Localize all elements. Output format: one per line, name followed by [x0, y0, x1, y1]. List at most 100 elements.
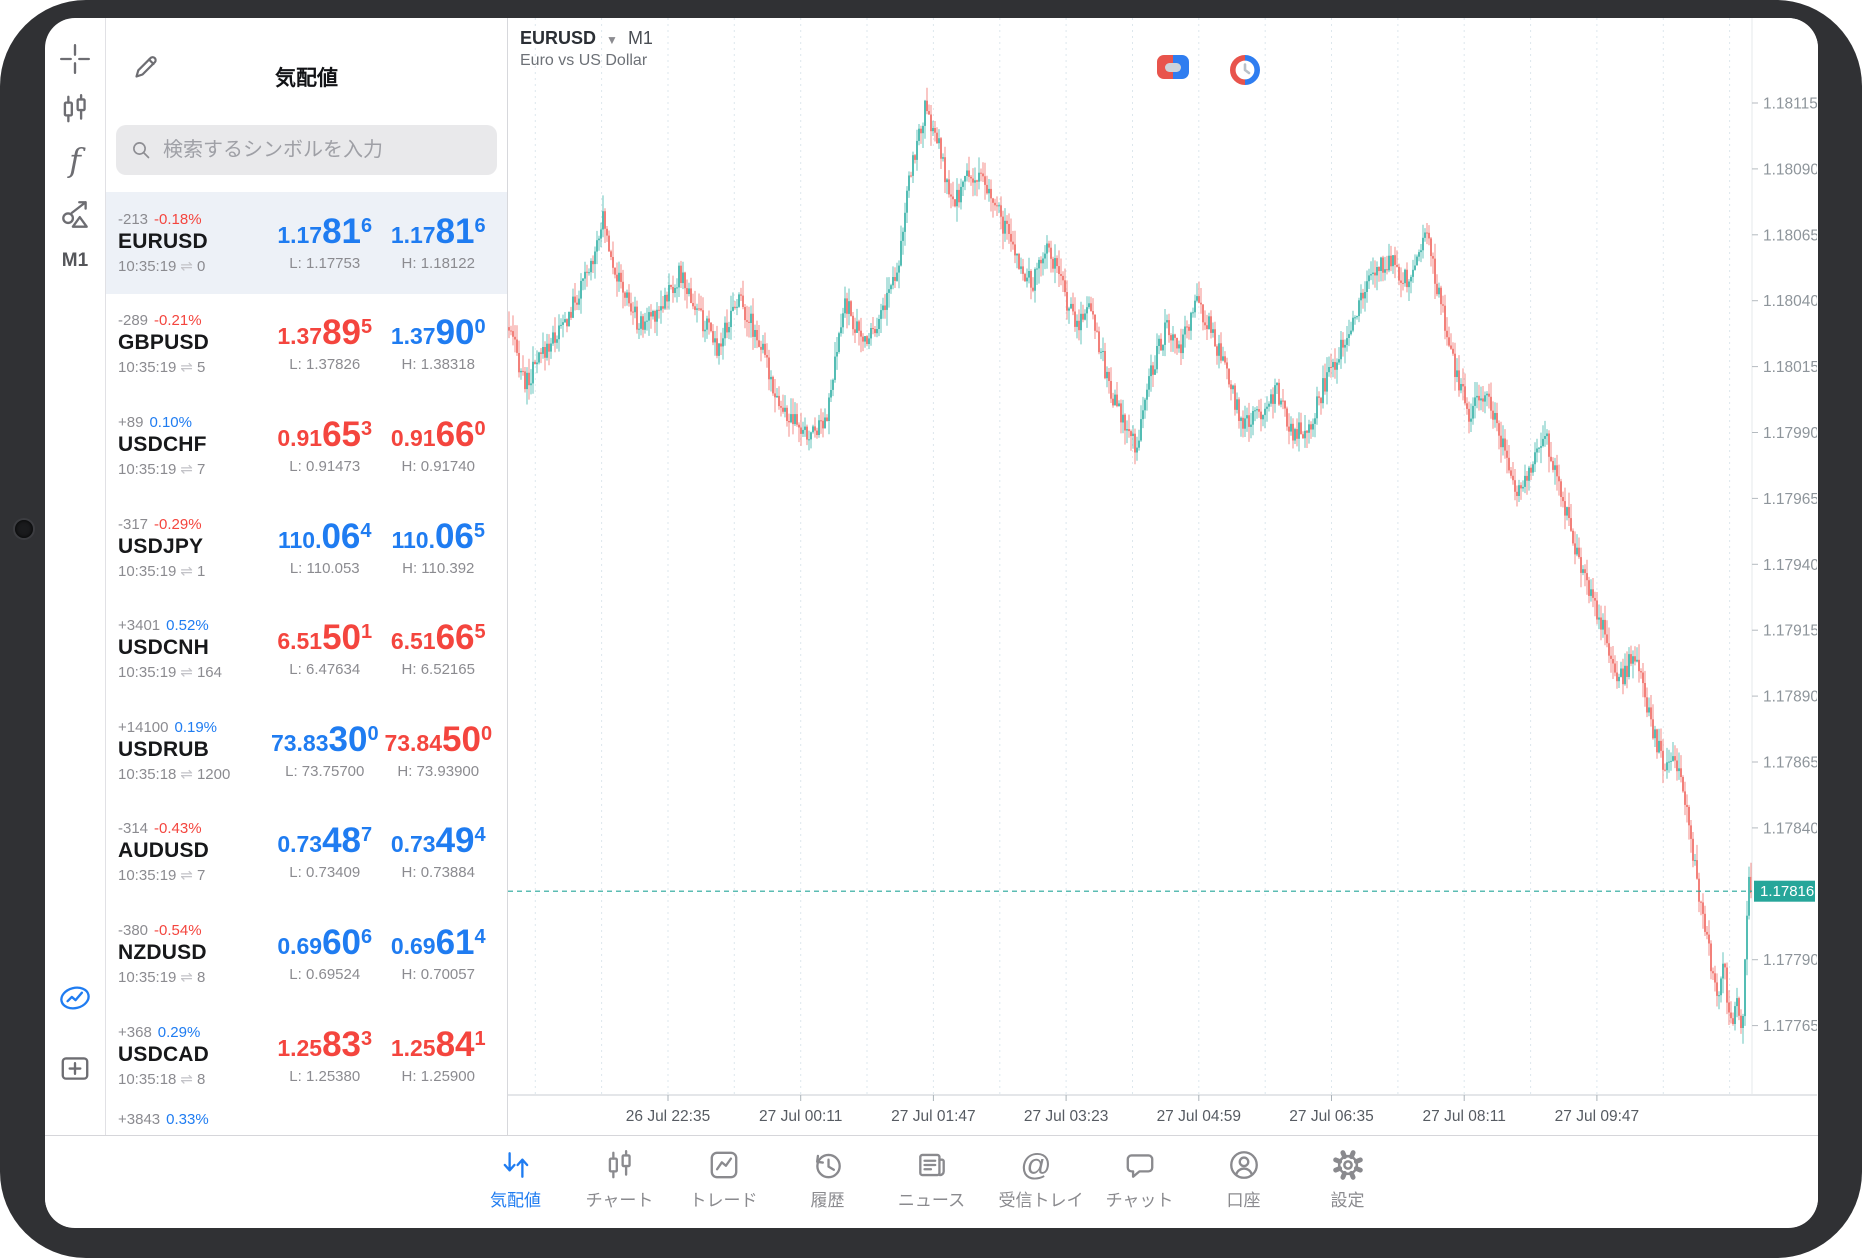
account-icon: [1207, 1147, 1281, 1183]
price-tick-label: 1.17890: [1763, 689, 1817, 706]
bid-price: 1.17816: [277, 211, 373, 251]
quote-change: -380: [118, 921, 149, 939]
ask-price: 6.51665: [390, 618, 486, 658]
add-window-icon[interactable]: [58, 1051, 92, 1085]
quotes-panel: 気配値 -213-0.18%EURUSD10:35:19⇌01.17816L: …: [106, 18, 508, 1135]
price-tick-label: 1.17915: [1763, 623, 1817, 640]
ask-price: 110.065: [391, 516, 486, 556]
price-tick-label: 1.18040: [1763, 293, 1817, 310]
quote-change: +368: [118, 1023, 152, 1041]
day-high: H: 0.91740: [401, 457, 475, 475]
ask-price: 73.84500: [384, 719, 493, 759]
quote-row-usdrub[interactable]: +14100 0.19% USDRUB 10:35:18 ⇌ 1200 73.83300 L:…: [106, 700, 507, 802]
function-icon[interactable]: f: [58, 144, 92, 178]
quote-ask-cell: 0.91660 H: 0.91740: [382, 417, 496, 475]
time-tick-label: 27 Jul 06:35: [1289, 1108, 1373, 1125]
quote-symbol: USDCAD: [118, 1042, 210, 1066]
nav-tab-trade[interactable]: トレード: [687, 1147, 761, 1227]
quote-symbol: USDRUB: [118, 737, 210, 761]
quote-time: 10:35:19: [118, 867, 177, 885]
quote-info: -289 -0.21% GBPUSD 10:35:19 ⇌ 5: [118, 312, 268, 376]
search-box[interactable]: [116, 125, 497, 175]
quote-spread: 164: [196, 664, 222, 682]
one-click-trading-icon[interactable]: [1157, 55, 1189, 79]
spread-icon: ⇌: [180, 765, 193, 783]
chart-pane[interactable]: 1.18115 1.18090 1.18065 1.18040 1.18015 1.179…: [508, 18, 1818, 1135]
timeframe-indicator[interactable]: M1: [61, 250, 89, 271]
left-toolbar: f M1: [45, 18, 106, 1135]
quote-info: -317 -0.29% USDJPY 10:35:19 ⇌ 1: [118, 516, 268, 580]
nav-tab-label: トレード: [689, 1191, 758, 1210]
day-low: L: 0.69524: [289, 965, 361, 983]
quote-row-usdcnh[interactable]: +3401 0.52% USDCNH 10:35:19 ⇌ 164 6.51501 L: 6.…: [106, 598, 507, 700]
quote-row-usdcad[interactable]: +368 0.29% USDCAD 10:35:18 ⇌ 8 1.25833 L: 1.253…: [106, 1005, 507, 1107]
candles-icon[interactable]: [58, 92, 92, 126]
nav-tab-gear[interactable]: 設定: [1311, 1147, 1385, 1227]
nav-tab-label: 履歴: [810, 1191, 845, 1210]
market-sessions-icon[interactable]: [1230, 55, 1260, 85]
time-tick-label: 27 Jul 04:59: [1157, 1108, 1241, 1125]
search-input[interactable]: [161, 137, 484, 163]
quote-row-nzdusd[interactable]: -380 -0.54% NZDUSD 10:35:19 ⇌ 8 0.69606 L: 0.69…: [106, 903, 507, 1005]
quote-change: -289: [118, 312, 149, 330]
quote-change: -213: [118, 210, 149, 228]
quote-row-usdchf[interactable]: +89 0.10% USDCHF 10:35:19 ⇌ 7 0.91653 L: 0.9147…: [106, 395, 507, 497]
day-high: H: 6.52165: [401, 661, 475, 679]
bid-price: 0.91653: [277, 414, 373, 454]
quote-info: -380 -0.54% NZDUSD 10:35:19 ⇌ 8: [118, 922, 268, 986]
arrows-icon: [479, 1147, 553, 1183]
nav-tab-label: 気配値: [490, 1191, 541, 1210]
day-high: H: 73.93900: [397, 762, 480, 780]
quote-row-gbpusd[interactable]: -289 -0.21% GBPUSD 10:35:19 ⇌ 5 1.37895 L: 1.37…: [106, 294, 507, 396]
nav-tab-chat[interactable]: チャット: [1103, 1147, 1177, 1227]
quote-spread: 1200: [196, 765, 231, 783]
time-tick-label: 27 Jul 00:11: [759, 1108, 842, 1125]
nav-tab-account[interactable]: 口座: [1207, 1147, 1281, 1227]
price-tick-label: 1.17790: [1763, 952, 1817, 969]
day-high: H: 110.392: [402, 559, 475, 577]
camera-dot: [15, 520, 33, 538]
quote-row-usdjpy[interactable]: -317 -0.29% USDJPY 10:35:19 ⇌ 1 110.064 L: 110.…: [106, 497, 507, 599]
history-icon: [791, 1147, 865, 1183]
quote-info: -213 -0.18% EURUSD 10:35:19 ⇌ 0: [118, 211, 268, 275]
quote-change-pct: 0.19%: [174, 718, 218, 736]
bid-price: 1.25833: [277, 1024, 373, 1064]
nav-tab-label: ニュース: [897, 1191, 966, 1210]
ask-price: 1.37900: [390, 313, 486, 353]
ask-price: 0.69614: [390, 922, 486, 962]
price-tick-label: 1.17990: [1763, 425, 1817, 442]
app-screen: f M1 気配値 -213-0.18%EURUSD10:35:19⇌01.1781…: [45, 18, 1818, 1228]
time-tick-label: 27 Jul 01:47: [891, 1108, 975, 1125]
objects-icon[interactable]: [58, 198, 92, 232]
chart-objects-icon[interactable]: [58, 981, 92, 1015]
nav-tab-news[interactable]: ニュース: [895, 1147, 969, 1227]
spread-icon: ⇌: [180, 1070, 193, 1088]
nav-tab-candles[interactable]: チャート: [583, 1147, 657, 1227]
quote-bid-cell: 110.064 L: 110.053: [268, 519, 382, 577]
quote-spread: 7: [196, 867, 206, 885]
ask-price: 0.91660: [390, 414, 486, 454]
quote-spread: 8: [196, 968, 206, 986]
price-tick-label: 1.17765: [1763, 1018, 1817, 1035]
quote-time: 10:35:19: [118, 460, 177, 478]
quote-row-eurusd[interactable]: -213 -0.18% EURUSD 10:35:19 ⇌ 0 1.17816 L: 1.17…: [106, 192, 507, 294]
quote-time: 10:35:18: [118, 765, 177, 783]
search-icon: [129, 138, 153, 162]
nav-tab-arrows[interactable]: 気配値: [479, 1147, 553, 1227]
quote-change-pct: -0.21%: [154, 312, 202, 330]
nav-tab-history[interactable]: 履歴: [791, 1147, 865, 1227]
spread-icon: ⇌: [180, 664, 193, 682]
bid-price: 1.37895: [277, 313, 373, 353]
quote-info: +368 0.29% USDCAD 10:35:18 ⇌ 8: [118, 1024, 268, 1088]
quote-row-partial[interactable]: +3843 0.33%: [106, 1106, 507, 1135]
nav-tab-at[interactable]: @ 受信トレイ: [998, 1147, 1084, 1227]
nav-tab-label: 口座: [1226, 1191, 1261, 1210]
crosshair-icon[interactable]: [58, 42, 92, 76]
quote-symbol: USDJPY: [118, 534, 204, 558]
edit-pencil-icon[interactable]: [130, 51, 162, 83]
price-tick-label: 1.18090: [1763, 161, 1817, 178]
nav-tab-label: 受信トレイ: [998, 1191, 1084, 1210]
quote-row-audusd[interactable]: -314 -0.43% AUDUSD 10:35:19 ⇌ 7 0.73487 L: 0.73…: [106, 802, 507, 904]
day-high: H: 1.38318: [401, 356, 475, 374]
